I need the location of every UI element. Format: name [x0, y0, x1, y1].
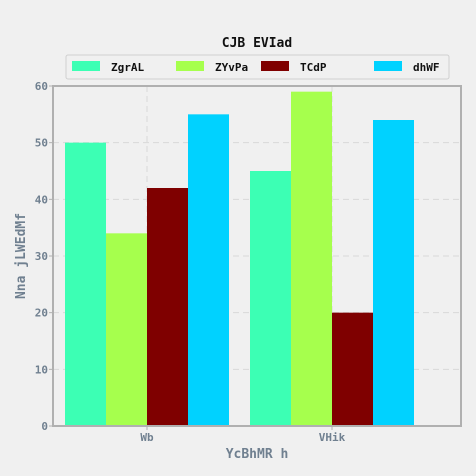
- x-axis-ticks: Wb VHik: [140, 426, 346, 444]
- y-tick-label: 60: [35, 80, 48, 93]
- bar: [106, 233, 147, 426]
- bar: [250, 171, 291, 426]
- y-tick-label: 10: [35, 363, 48, 376]
- x-axis-label: YcBhMR h: [226, 447, 289, 462]
- bar: [373, 120, 414, 426]
- legend-swatch: [261, 61, 289, 71]
- y-tick-label: 50: [35, 137, 48, 150]
- bars: [65, 91, 414, 427]
- legend: ZgrAL ZYvPa TCdP dhWF: [65, 54, 450, 80]
- legend-swatch: [72, 61, 100, 71]
- y-tick-label: 20: [35, 307, 48, 320]
- x-tick-label: VHik: [319, 431, 346, 444]
- legend-label: dhWF: [413, 61, 440, 74]
- legend-label: TCdP: [300, 61, 327, 74]
- y-axis-ticks: 0 10 20 30 40 50 60: [35, 80, 53, 433]
- y-axis-label: Nna jLWEdMf: [14, 213, 29, 299]
- y-tick-label: 40: [35, 193, 48, 206]
- x-tick-label: Wb: [140, 431, 154, 444]
- legend-label: ZgrAL: [111, 61, 144, 74]
- y-tick-label: 30: [35, 250, 48, 263]
- y-tick-label: 0: [41, 420, 48, 433]
- bar: [65, 142, 106, 426]
- bar: [147, 188, 188, 426]
- bar: [291, 91, 332, 427]
- bar: [332, 312, 373, 426]
- bar: [188, 114, 229, 426]
- legend-label: ZYvPa: [215, 61, 248, 74]
- chart-title: CJB EVIad: [222, 36, 292, 51]
- legend-frame: [65, 54, 450, 80]
- legend-swatch: [374, 61, 402, 71]
- legend-swatch: [176, 61, 204, 71]
